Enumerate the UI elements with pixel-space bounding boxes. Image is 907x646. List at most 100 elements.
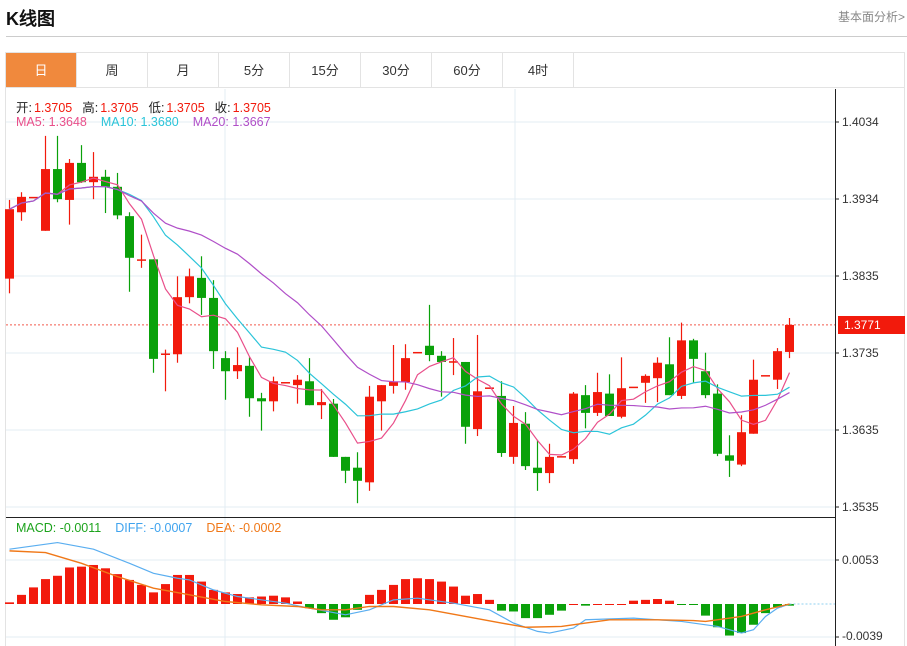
ma10-value: MA10: 1.3680 [100, 115, 179, 129]
ma20-value: MA20: 1.3667 [192, 115, 271, 129]
macd-bar [641, 599, 650, 604]
price-tick: 1.4034 [842, 115, 879, 129]
open-value: 1.3705 [33, 101, 73, 115]
macd-bar [701, 604, 710, 616]
price-tick: 1.3735 [842, 346, 879, 360]
candle-down [77, 162, 86, 183]
candle-up [737, 432, 746, 465]
dea-value: DEA: -0.0002 [206, 521, 282, 535]
tab-30min[interactable]: 30分 [361, 53, 432, 87]
macd-bar [713, 604, 722, 628]
macd-bar [533, 604, 542, 619]
candle-up [29, 196, 38, 199]
price-tick: 1.3535 [842, 500, 879, 514]
candle-up [473, 391, 482, 430]
candle-up [593, 392, 602, 413]
header-divider [6, 36, 907, 37]
macd-bar [509, 604, 518, 612]
macd-bar [149, 592, 158, 604]
candle-down [257, 398, 266, 402]
ma5-line [9, 177, 791, 456]
tab-5min[interactable]: 5分 [219, 53, 290, 87]
current-price-tag: 1.3771 [838, 316, 905, 334]
candle-up [641, 375, 650, 383]
candle-down [53, 169, 62, 200]
macd-bar [245, 597, 254, 604]
low-label: 低: [148, 101, 165, 115]
candle-up [509, 422, 518, 457]
low-value: 1.3705 [166, 101, 205, 115]
candle-down [149, 259, 158, 359]
candle-up [401, 358, 410, 383]
close-label: 收: [214, 101, 231, 115]
candle-up [545, 456, 554, 474]
macd-bar [329, 604, 338, 620]
tab-60min[interactable]: 60分 [432, 53, 503, 87]
price-tick: 1.3635 [842, 423, 879, 437]
candle-down [725, 455, 734, 461]
macd-bar [593, 604, 602, 605]
macd-bar [281, 597, 290, 604]
ma20-line [9, 186, 790, 416]
macd-bar [521, 604, 530, 619]
fundamental-analysis-link[interactable]: 基本面分析> [837, 10, 905, 24]
period-tabs: 日 周 月 5分 15分 30分 60分 4时 [5, 52, 905, 88]
macd-bar [617, 604, 626, 605]
candle-up [89, 176, 98, 183]
macd-bar [341, 604, 350, 618]
candle-up [377, 385, 386, 402]
macd-bar [401, 579, 410, 604]
macd-bar [485, 599, 494, 604]
tab-week[interactable]: 周 [77, 53, 148, 87]
macd-bar [125, 579, 134, 604]
macd-bar [209, 589, 218, 604]
candle-down [245, 365, 254, 399]
candle-down [437, 355, 446, 362]
candle-up [749, 379, 758, 434]
candle-down [461, 361, 470, 427]
chart-frame [5, 88, 905, 646]
macd-bar [581, 604, 590, 606]
candle-down [689, 340, 698, 359]
candle-up [449, 361, 458, 363]
macd-bar [365, 594, 374, 604]
macd-bar [89, 564, 98, 604]
candle-down [533, 467, 542, 474]
macd-bar [377, 589, 386, 604]
ohlc-legend: 开: 1.3705 高: 1.3705 低: 1.3705 收: 1.3705 [16, 97, 281, 116]
tab-day[interactable]: 日 [6, 53, 77, 87]
macd-tick: 0.0053 [842, 553, 879, 567]
macd-bar [773, 604, 782, 608]
macd-bar [185, 574, 194, 604]
macd-tick: -0.0039 [842, 629, 883, 643]
macd-bar [173, 574, 182, 604]
macd-bar [305, 604, 314, 609]
candle-up [233, 365, 242, 372]
macd-bar [197, 581, 206, 604]
ma-legend: MA5: 1.3648 MA10: 1.3680 MA20: 1.3667 [16, 115, 273, 129]
candle-down [713, 393, 722, 454]
macd-bar [725, 604, 734, 636]
macd-bar [689, 604, 698, 605]
candle-down [197, 277, 206, 298]
macd-bar [113, 574, 122, 604]
open-label: 开: [16, 101, 32, 115]
candle-down [425, 345, 434, 356]
candle-up [629, 386, 638, 389]
candle-down [305, 381, 314, 406]
macd-bar [17, 594, 26, 604]
macd-bar [557, 604, 566, 611]
candle-down [125, 216, 134, 258]
tab-month[interactable]: 月 [148, 53, 219, 87]
tab-15min[interactable]: 15分 [290, 53, 361, 87]
macd-bar [5, 602, 14, 604]
candle-down [581, 395, 590, 413]
diff-line [9, 541, 790, 634]
candle-up [317, 402, 326, 406]
tab-4hour[interactable]: 4时 [503, 53, 574, 87]
macd-bar [497, 604, 506, 611]
macd-bar [749, 604, 758, 625]
candle-down [221, 358, 230, 372]
close-value: 1.3705 [232, 101, 271, 115]
